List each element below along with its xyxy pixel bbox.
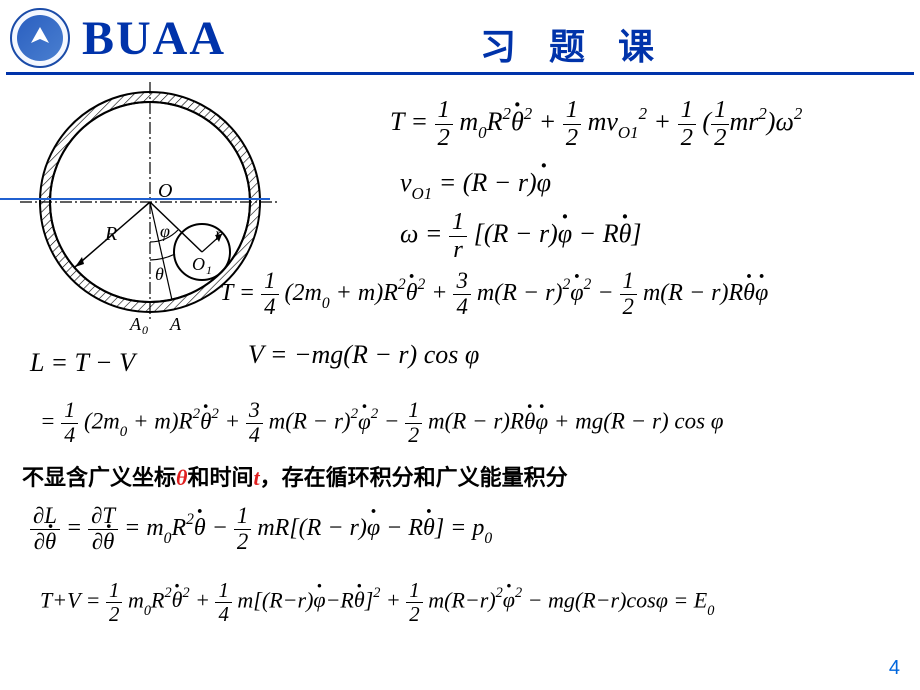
svg-text:O: O <box>192 254 205 274</box>
svg-text:A: A <box>129 314 142 334</box>
equation-v: vO1 = (R − r)φ <box>400 168 551 202</box>
svg-text:A: A <box>169 314 182 334</box>
brand-label: BUAA <box>82 11 226 66</box>
equation-L: L = T − V <box>30 348 135 378</box>
svg-text:1: 1 <box>206 263 212 277</box>
page-number: 4 <box>889 657 900 680</box>
university-logo <box>10 8 70 68</box>
svg-text:r: r <box>215 224 223 244</box>
svg-text:θ: θ <box>155 264 164 284</box>
slide-title: 习 题 课 <box>480 18 666 70</box>
equation-V: V = −mg(R − r) cos φ <box>248 340 479 370</box>
equation-T: T = 12 m0R2θ2 + 12 mvO12 + 12 (12mr2)ω2 <box>390 98 802 150</box>
logo-inner-icon <box>17 15 63 61</box>
slide-header: BUAA 习 题 课 <box>0 0 920 72</box>
equation-T2: T = 14 (2m0 + m)R2θ2 + 34 m(R − r)2φ2 − … <box>220 270 768 319</box>
equation-L-expanded: = 14 (2m0 + m)R2θ2 + 34 m(R − r)2φ2 − 12… <box>40 400 724 447</box>
equation-omega: ω = 1r [(R − r)φ − Rθ] <box>400 210 642 262</box>
equation-cyclic: ∂L∂θ = ∂T∂θ = m0R2θ − 12 mR[(R − r)φ − R… <box>30 505 492 554</box>
svg-text:0: 0 <box>142 323 148 337</box>
svg-text:φ: φ <box>160 221 170 241</box>
header-divider <box>6 72 914 75</box>
guide-line <box>0 198 270 200</box>
svg-text:R: R <box>104 223 117 245</box>
equation-energy: T+V = 12 m0R2θ2 + 14 m[(R−r)φ−Rθ]2 + 12 … <box>40 580 714 625</box>
note-text: 不显含广义坐标θ和时间t，存在循环积分和广义能量积分 <box>22 460 568 492</box>
